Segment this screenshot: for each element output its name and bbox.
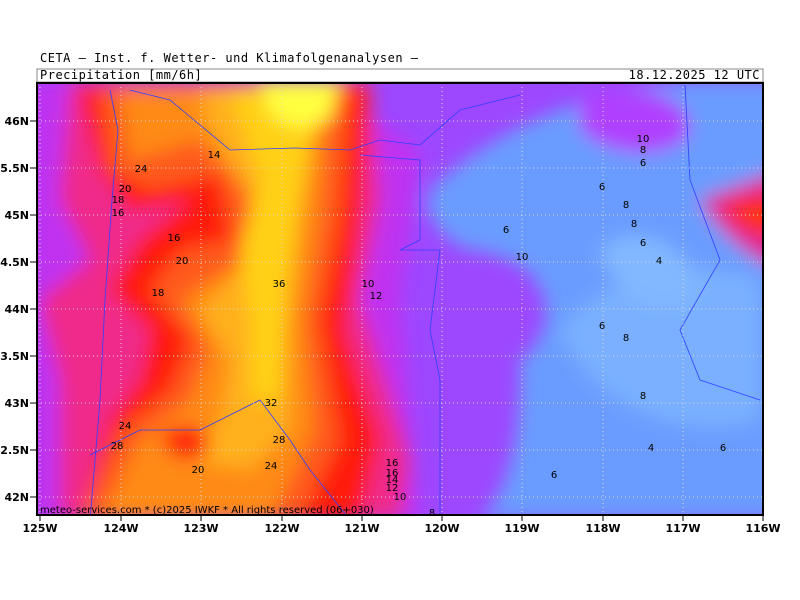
lon-label: 123W (183, 522, 218, 535)
lon-label: 116W (745, 522, 780, 535)
contour-label: 16 (168, 233, 181, 244)
lat-label: 46N (4, 115, 29, 128)
contour-label: 6 (503, 225, 509, 236)
contour-label: 8 (640, 391, 646, 402)
lon-label: 120W (424, 522, 459, 535)
boundaries (89, 84, 761, 515)
contour-label: 6 (720, 443, 726, 454)
contour-label: 6 (599, 321, 605, 332)
lon-label: 122W (264, 522, 299, 535)
contour-label: 14 (208, 150, 221, 161)
contour-label: 14 (386, 475, 399, 486)
contour-label: 28 (273, 435, 286, 446)
contour-label: 8 (623, 333, 629, 344)
lon-label: 121W (344, 522, 379, 535)
lat-label: 44.5N (0, 256, 29, 269)
contour-label: 18 (152, 288, 165, 299)
contour-label: 24 (119, 421, 132, 432)
contour-label: 20 (192, 465, 205, 476)
contour-label: 32 (265, 398, 278, 409)
contour-label: 20 (119, 184, 132, 195)
contour-label: 8 (429, 508, 435, 519)
contour-label: 24 (135, 164, 148, 175)
contour-label: 36 (273, 279, 286, 290)
contour-label: 10 (362, 279, 375, 290)
contour-label: 16 (112, 208, 125, 219)
footer-credit: meteo-services.com * (c)2025 IWKF * All … (40, 505, 374, 516)
lon-label: 125W (22, 522, 57, 535)
contour-label: 8 (640, 145, 646, 156)
lat-label: 45N (4, 209, 29, 222)
field-name: Precipitation [mm/6h] (40, 68, 202, 82)
graticule (37, 83, 763, 515)
contour-label: 28 (111, 441, 124, 452)
contour-label: 6 (599, 182, 605, 193)
contour-label: 10 (394, 492, 407, 503)
contour-label: 4 (648, 443, 654, 454)
contour-label: 8 (623, 200, 629, 211)
contour-label: 16 (386, 458, 399, 469)
contour-label: 10 (637, 134, 650, 145)
contour-label: 6 (551, 470, 557, 481)
lon-label: 118W (585, 522, 620, 535)
header-title: CETA — Inst. f. Wetter- und Klimafolgena… (40, 51, 419, 65)
contour-label: 8 (631, 219, 637, 230)
contour-label: 12 (370, 291, 383, 302)
contour-label: 6 (640, 158, 646, 169)
contour-label: 18 (112, 195, 125, 206)
contour-label: 10 (516, 252, 529, 263)
lon-label: 124W (103, 522, 138, 535)
lat-label: 43N (4, 397, 29, 410)
valid-time: 18.12.2025 12 UTC (629, 68, 760, 82)
contour-label: 6 (640, 238, 646, 249)
map-frame (36, 82, 764, 516)
contour-label: 4 (656, 256, 662, 267)
lon-label: 117W (665, 522, 700, 535)
lon-label: 119W (504, 522, 539, 535)
contour-label: 12 (386, 483, 399, 494)
lat-label: 43.5N (0, 350, 29, 363)
contour-label: 20 (176, 256, 189, 267)
lat-label: 44N (4, 303, 29, 316)
contour-label: 16 (386, 468, 399, 479)
lat-label: 45.5N (0, 162, 29, 175)
precip-field (37, 83, 763, 515)
lat-label: 42N (4, 491, 29, 504)
contour-label: 24 (265, 461, 278, 472)
lat-label: 42.5N (0, 444, 29, 457)
